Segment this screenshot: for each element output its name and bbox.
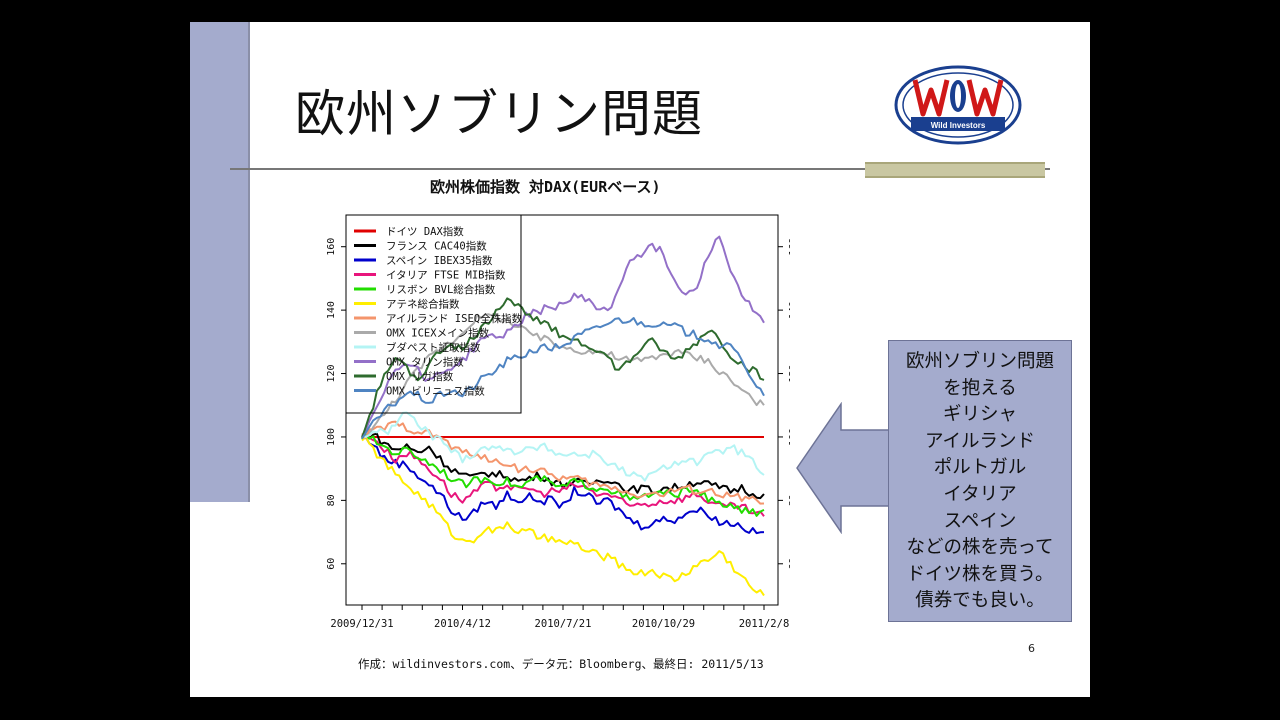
callout-box: 欧州ソブリン問題 を抱えるギリシャアイルランド ポルトガルイタリアスペインなどの株を… [888, 340, 1072, 622]
callout-line: などの株を売って [906, 537, 1054, 559]
y-tick-label-right: 120 [788, 365, 790, 383]
legend-box [345, 214, 522, 414]
y-tick-label-right: 60 [788, 558, 790, 570]
callout-line: を抱える [943, 377, 1017, 399]
y-tick-label-left: 80 [326, 494, 337, 506]
series-line [361, 433, 765, 517]
y-tick-label-left: 60 [326, 558, 337, 570]
series-line [361, 411, 765, 482]
callout-line: ギリシャ [942, 404, 1017, 426]
legend-label: OMX ビリニュス指数 [386, 385, 485, 398]
source-note: 作成：wildinvestors.com、データ元：Bloomberg、最終日:… [358, 657, 764, 671]
y-tick-label-left: 120 [326, 365, 337, 383]
series-line [361, 420, 765, 505]
series-line [361, 436, 765, 597]
legend-label: アイルランド ISEQ全株指数 [386, 312, 523, 325]
logo-text: Wild Investors [930, 121, 986, 130]
callout-line: イタリア [943, 483, 1017, 505]
x-tick-label: 2010/7/21 [535, 618, 592, 630]
left-arrow-icon [796, 402, 890, 534]
series-line [361, 436, 765, 535]
y-tick-label-right: 80 [788, 494, 790, 506]
y-tick-label-right: 100 [788, 428, 790, 446]
page-number: 6 [1028, 642, 1035, 655]
legend-label: スペイン IBEX35指数 [386, 254, 493, 267]
olive-accent-bar [865, 162, 1045, 178]
y-tick-label-right: 160 [788, 238, 790, 256]
legend-label: ブダペスト証取指数 [386, 341, 481, 354]
callout-line: 欧州ソブリン問題 [905, 351, 1054, 372]
title-divider [230, 168, 1050, 170]
legend-label: ドイツ DAX指数 [386, 225, 464, 238]
legend-label: フランス CAC40指数 [386, 240, 487, 253]
series-line [361, 433, 765, 517]
slide-title: 欧州ソブリン問題 [295, 85, 703, 143]
chart-title: 欧州株価指数 対DAX(EURベース) [430, 178, 661, 196]
slide: 欧州ソブリン問題 Wild Investors 欧州株価指数 対DAX(EURベ… [190, 22, 1090, 697]
series-line [361, 235, 765, 438]
line-chart: 60 60 80 80 100 100 120 120 140 140 160 160 2009/12/… [326, 214, 790, 630]
wild-investors-logo: Wild Investors [893, 64, 1023, 146]
y-tick-label-left: 140 [326, 301, 337, 319]
y-tick-label-left: 100 [326, 428, 337, 446]
callout-line: スペイン [943, 510, 1017, 532]
x-tick-label: 2010/4/12 [434, 618, 491, 630]
callout-line: 債券でも良い。 [915, 590, 1045, 612]
x-tick-label: 2010/10/29 [632, 618, 695, 630]
legend-label: OMX ICEXメイン指数 [386, 327, 490, 340]
callout-line: ドイツ株を買う。 [906, 563, 1054, 585]
series-line [361, 317, 765, 440]
legend-label: リスボン BVL総合指数 [386, 283, 496, 296]
legend-label: OMX タリン指数 [386, 356, 464, 369]
callout-line: ポルトガル [933, 457, 1027, 479]
series-line [361, 297, 765, 439]
y-tick-label-left: 160 [326, 238, 337, 256]
left-accent-bar [190, 22, 248, 502]
legend-label: アテネ総合指数 [386, 298, 460, 311]
x-tick-label: 2011/2/8 [739, 618, 790, 630]
legend-label: OMX リガ指数 [386, 370, 454, 383]
callout-line: アイルランド [924, 430, 1036, 452]
legend-label: イタリア FTSE MIB指数 [386, 269, 506, 282]
y-tick-label-right: 140 [788, 301, 790, 319]
x-tick-label: 2009/12/31 [330, 618, 393, 630]
